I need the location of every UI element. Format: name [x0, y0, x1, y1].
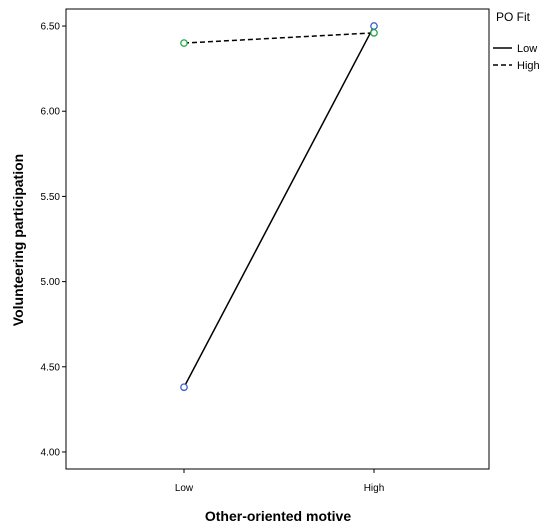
series-layer: [180, 22, 378, 392]
y-tick-label: 6.50: [41, 22, 61, 33]
legend-label-high: High: [517, 60, 540, 72]
data-point-high: [180, 39, 188, 47]
y-tick-label: 4.00: [41, 447, 61, 458]
y-tick-label: 6.00: [41, 107, 61, 118]
x-tick-label: Low: [175, 483, 194, 494]
plot-area: [65, 8, 490, 470]
series-line-high: [183, 32, 375, 44]
y-axis-title: Volunteering participation: [10, 154, 26, 326]
legend-title: PO Fit: [496, 10, 531, 24]
x-axis: Low High: [175, 469, 384, 494]
data-point-low: [370, 22, 378, 30]
legend-label-low: Low: [517, 43, 537, 55]
y-tick-label: 5.00: [41, 277, 61, 288]
legend: PO Fit Low High: [493, 10, 540, 72]
y-tick-label: 4.50: [41, 362, 61, 373]
data-point-low: [180, 383, 188, 392]
x-tick-label: High: [364, 483, 385, 494]
y-axis: 4.00 4.50 5.00 5.50 6.00 6.50: [41, 22, 66, 458]
series-line-low: [183, 25, 375, 388]
x-axis-title: Other-oriented motive: [205, 508, 351, 524]
data-point-high: [370, 29, 378, 37]
legend-items: Low High: [493, 43, 540, 72]
y-tick-label: 5.50: [41, 192, 61, 203]
